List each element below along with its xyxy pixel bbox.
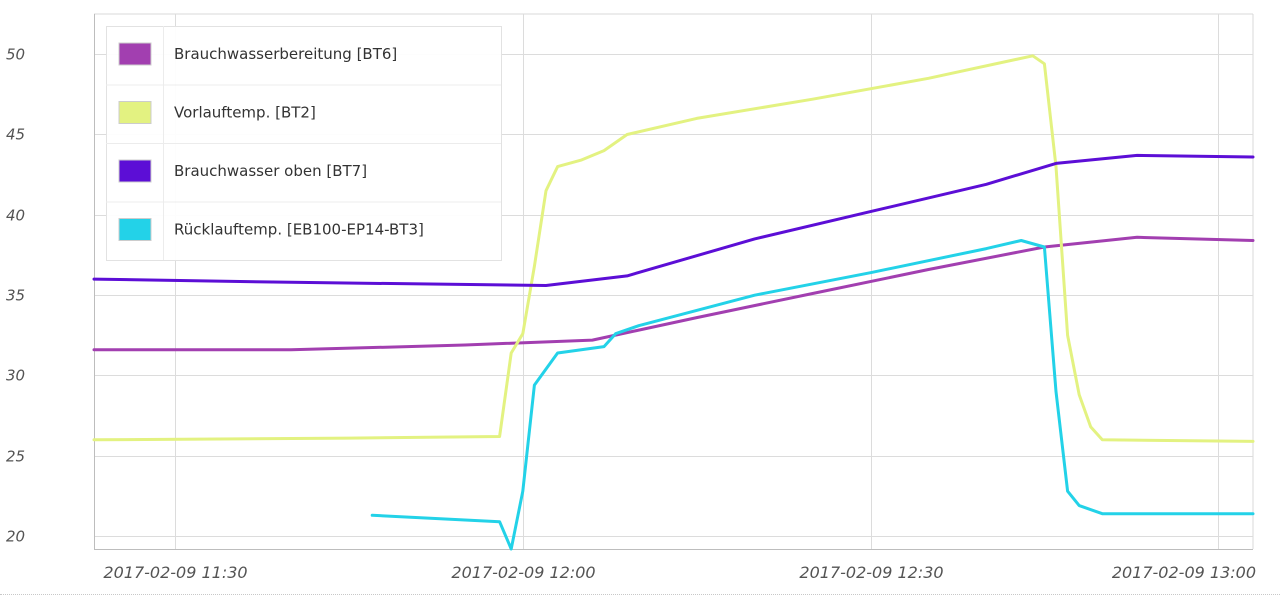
- legend-swatch[interactable]: [118, 159, 152, 183]
- x-tick-label: 2017-02-09 11:30: [103, 563, 247, 582]
- legend-swatch[interactable]: [118, 101, 152, 124]
- series-group: [92, 54, 1255, 551]
- y-tick-label: 50: [6, 46, 25, 64]
- x-tick-label: 2017-02-09 12:00: [451, 563, 595, 582]
- legend-swatch[interactable]: [118, 42, 152, 66]
- y-tick-label: 45: [6, 126, 25, 144]
- y-tick-label: 30: [6, 367, 25, 385]
- legend-label[interactable]: Brauchwasserbereitung [BT6]: [174, 45, 397, 63]
- legend-label[interactable]: Vorlauftemp. [BT2]: [174, 104, 316, 122]
- y-tick-label: 20: [6, 528, 25, 546]
- series-line-3: [92, 153, 1255, 287]
- y-tick-label: 35: [6, 287, 25, 305]
- legend-label[interactable]: Brauchwasser oben [BT7]: [174, 162, 367, 180]
- series-line-1: [92, 235, 1255, 352]
- legend-swatch[interactable]: [118, 218, 152, 241]
- x-tick-label: 2017-02-09 12:30: [799, 563, 943, 582]
- grid: [94, 13, 1254, 549]
- bottom-divider: [0, 594, 1280, 595]
- y-tick-label: 40: [6, 207, 25, 225]
- series-line-2: [92, 54, 1255, 443]
- legend-label[interactable]: Rücklauftemp. [EB100-EP14-BT3]: [174, 221, 424, 239]
- legend: Brauchwasserbereitung [BT6] Vorlauftemp. …: [106, 26, 502, 261]
- series-line-4: [370, 239, 1255, 551]
- x-tick-label: 2017-02-09 13:00: [1112, 563, 1256, 582]
- y-tick-label: 25: [6, 448, 25, 466]
- axes: 20 25 30 35 40 45 50 2017-02-09 11:30 2017-02-09…: [6, 14, 1256, 582]
